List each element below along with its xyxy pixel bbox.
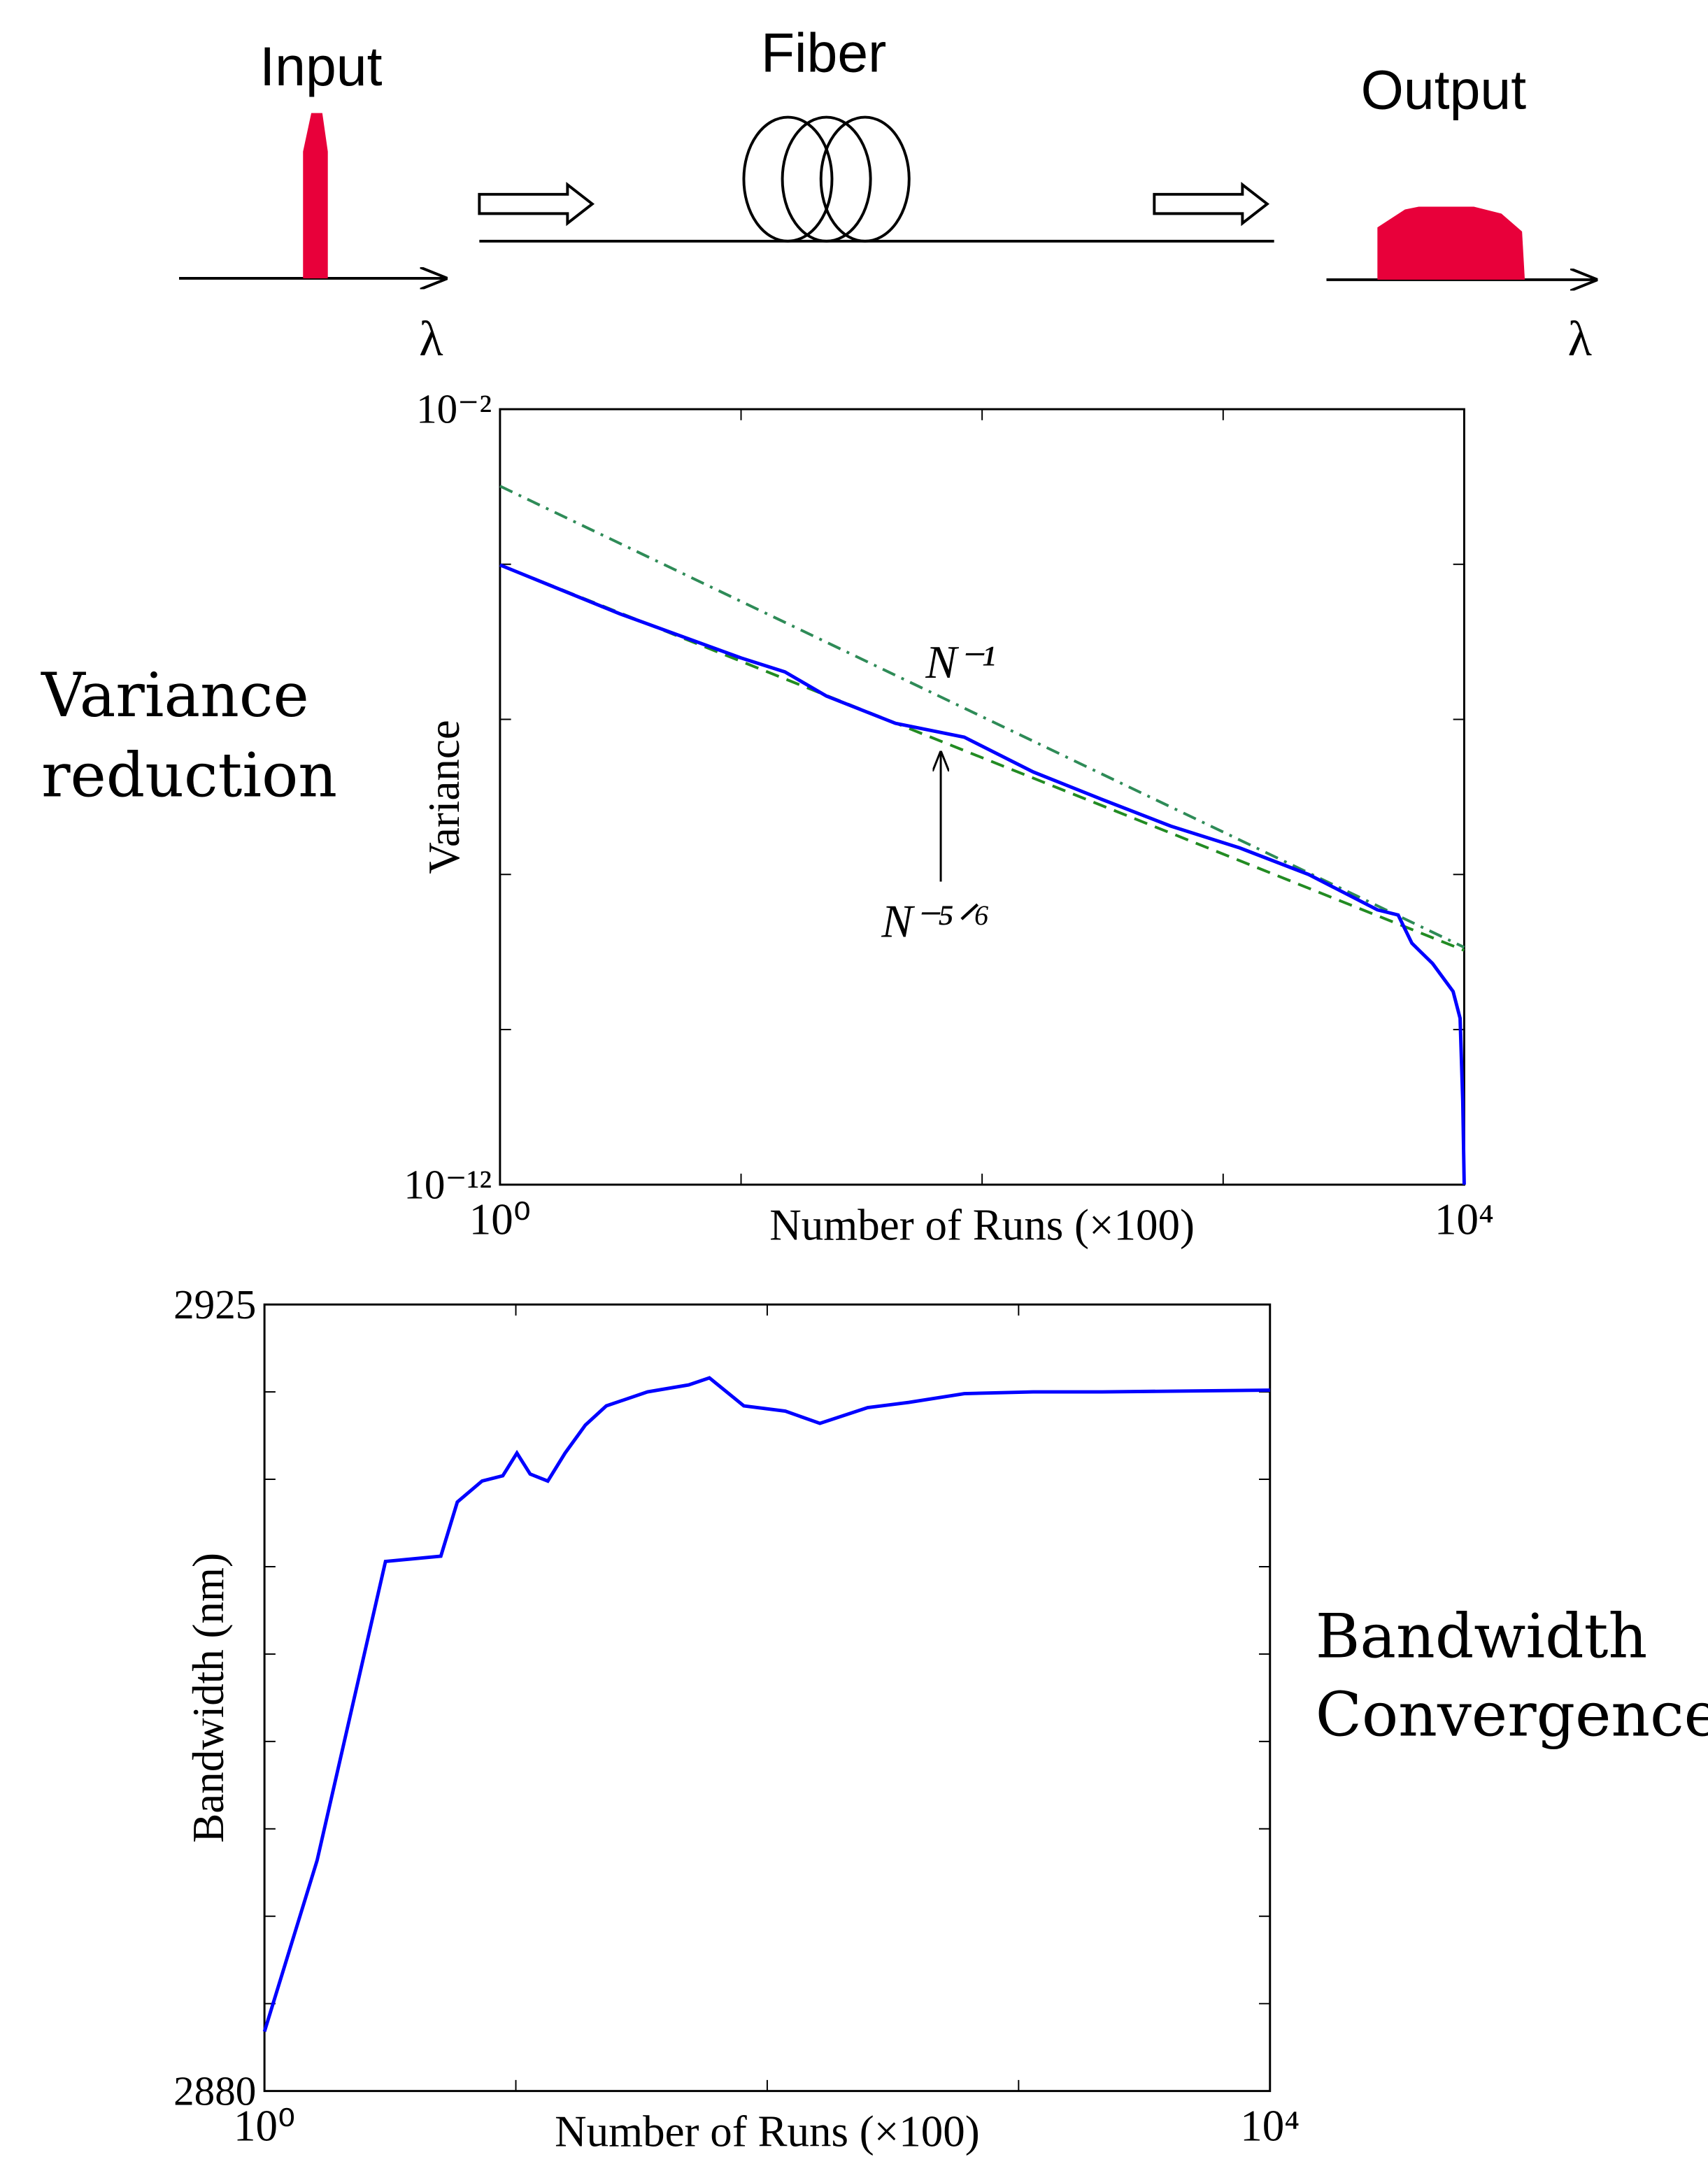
- output-label: Output: [1361, 59, 1527, 121]
- output-pulse: [1377, 206, 1525, 280]
- y-axis-label: Variance: [420, 720, 469, 874]
- fiber-coil: [742, 115, 834, 243]
- annotation: N⁻¹: [925, 636, 995, 688]
- data-line: [262, 1376, 1270, 2033]
- y-tick-label: 10⁻²: [416, 386, 492, 432]
- data-line: [499, 563, 1465, 952]
- annotation: N⁻⁵ᐟ⁶: [881, 895, 990, 947]
- data-line: [499, 485, 1465, 949]
- caption: Convergence: [1316, 1681, 1708, 1751]
- arrow: [1153, 182, 1270, 227]
- x-tick-label: 10⁰: [234, 2102, 295, 2151]
- plot-frame: [263, 1303, 1272, 2093]
- y-axis-label: Bandwidth (nm): [184, 1553, 233, 1843]
- fiber-coil: [819, 115, 911, 243]
- input-label: Input: [259, 36, 382, 97]
- x-axis-label: Number of Runs (×100): [769, 1201, 1195, 1250]
- caption: reduction: [41, 741, 337, 811]
- plot-frame: [499, 408, 1465, 1186]
- caption: Variance: [41, 661, 309, 731]
- x-tick-label: 10⁰: [469, 1195, 531, 1244]
- lambda: λ: [1568, 312, 1592, 366]
- x-tick-label: 10⁴: [1435, 1195, 1494, 1244]
- diagram: Input Fiber Output λ λ: [179, 22, 1598, 366]
- data-line: [499, 563, 1466, 1185]
- y-tick-label: 10⁻¹²: [404, 1161, 492, 1207]
- y-tick-label: 2880: [173, 2067, 256, 2114]
- fiber-coil: [781, 115, 872, 243]
- input-pulse: [303, 113, 328, 278]
- y-tick-label: 2925: [173, 1281, 256, 1327]
- lambda: λ: [419, 312, 443, 366]
- x-axis-label: Number of Runs (×100): [555, 2107, 980, 2156]
- arrow: [478, 182, 595, 227]
- fiber-label: Fiber: [761, 22, 886, 84]
- x-tick-label: 10⁴: [1240, 2102, 1300, 2151]
- caption: Bandwidth: [1316, 1602, 1648, 1672]
